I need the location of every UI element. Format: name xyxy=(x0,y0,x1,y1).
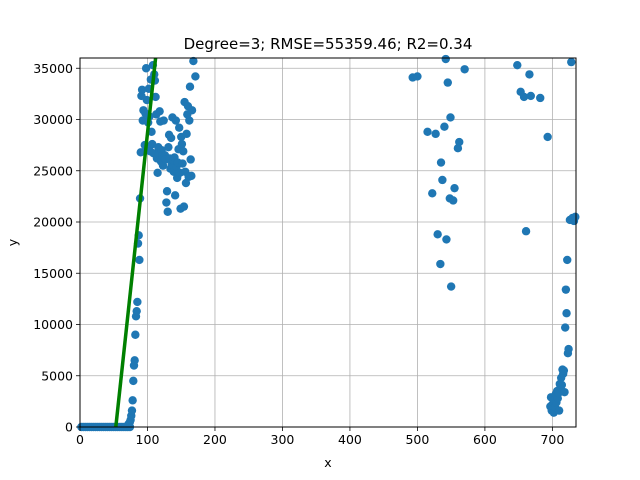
data-point xyxy=(162,198,171,207)
data-point xyxy=(187,171,196,181)
data-point xyxy=(151,92,160,102)
data-point xyxy=(446,282,456,291)
x-tick-label: 500 xyxy=(405,432,429,447)
data-point xyxy=(543,132,552,142)
data-point xyxy=(513,60,522,70)
data-point xyxy=(179,202,189,211)
data-point xyxy=(442,235,451,244)
y-tick-label: 35000 xyxy=(33,61,73,76)
data-point xyxy=(436,259,445,269)
data-point xyxy=(413,72,422,81)
data-point xyxy=(441,54,450,64)
data-point xyxy=(170,191,180,200)
data-point xyxy=(428,189,437,198)
data-point xyxy=(440,122,449,131)
fit-line xyxy=(114,57,158,428)
data-point xyxy=(557,380,567,390)
data-point xyxy=(450,183,459,193)
y-axis-label: y xyxy=(5,238,20,246)
data-point xyxy=(561,323,570,332)
data-point xyxy=(137,85,147,94)
data-point xyxy=(423,127,432,136)
data-point xyxy=(171,116,181,125)
data-point xyxy=(130,356,139,365)
y-tick-label: 5000 xyxy=(41,368,73,383)
x-tick-label: 700 xyxy=(540,432,564,447)
y-tick-label: 20000 xyxy=(33,215,73,230)
data-point xyxy=(536,93,545,103)
data-point xyxy=(141,64,151,73)
data-point xyxy=(129,376,138,386)
data-point xyxy=(136,148,145,157)
data-point xyxy=(142,95,152,105)
data-point xyxy=(561,285,571,294)
data-point xyxy=(182,129,191,139)
data-point xyxy=(455,137,464,147)
data-point xyxy=(460,65,469,74)
x-tick-label: 0 xyxy=(76,432,84,447)
data-point xyxy=(177,139,187,149)
data-point xyxy=(133,297,142,307)
data-point xyxy=(128,396,137,405)
data-point xyxy=(185,82,195,91)
chart-title: Degree=3; RMSE=55359.46; R2=0.34 xyxy=(184,35,473,53)
data-point xyxy=(571,212,580,222)
grid-lines xyxy=(79,58,576,428)
data-point xyxy=(189,56,198,66)
data-point xyxy=(562,309,571,318)
data-point xyxy=(163,207,172,216)
data-point xyxy=(433,230,442,239)
data-point xyxy=(559,366,569,375)
data-point xyxy=(431,129,440,139)
data-point xyxy=(436,158,446,167)
data-point xyxy=(186,155,195,164)
data-point xyxy=(164,142,173,152)
x-tick-label: 200 xyxy=(203,432,227,447)
data-point xyxy=(438,175,447,185)
data-point xyxy=(448,196,458,205)
data-point xyxy=(187,106,197,115)
data-point xyxy=(554,406,564,415)
data-point xyxy=(178,159,187,168)
data-point xyxy=(526,91,535,101)
x-tick-label: 100 xyxy=(136,432,160,447)
data-point xyxy=(159,116,168,125)
x-tick-label: 300 xyxy=(271,432,295,447)
data-point xyxy=(560,387,569,397)
data-point xyxy=(567,57,576,67)
y-tick-label: 25000 xyxy=(33,163,73,178)
data-point xyxy=(443,78,452,87)
y-tick-label: 0 xyxy=(65,420,73,435)
data-point xyxy=(135,255,144,265)
data-point xyxy=(127,406,137,415)
data-point xyxy=(563,255,572,265)
fit-line-layer xyxy=(114,57,158,428)
data-point xyxy=(191,72,200,81)
data-point xyxy=(155,107,164,116)
data-point xyxy=(521,227,531,236)
data-point xyxy=(162,187,172,196)
data-point xyxy=(525,70,534,79)
data-point xyxy=(179,147,188,156)
y-tick-label: 10000 xyxy=(33,317,73,332)
axis-ticks: 0 100 200 300 400 500 600 700 0 5000 10000 15000 200… xyxy=(33,61,564,447)
data-point xyxy=(519,92,529,102)
y-tick-label: 15000 xyxy=(33,266,73,281)
data-point xyxy=(185,116,194,125)
x-tick-label: 600 xyxy=(473,432,497,447)
data-point xyxy=(446,113,455,122)
data-point xyxy=(153,168,162,177)
data-point xyxy=(175,123,184,132)
data-point xyxy=(132,306,141,316)
data-point xyxy=(564,344,573,354)
plot-frame xyxy=(79,57,577,428)
x-axis-label: x xyxy=(324,455,331,470)
data-point xyxy=(166,133,176,143)
x-tick-label: 400 xyxy=(338,432,362,447)
data-point xyxy=(131,330,140,339)
y-tick-label: 30000 xyxy=(33,112,73,127)
